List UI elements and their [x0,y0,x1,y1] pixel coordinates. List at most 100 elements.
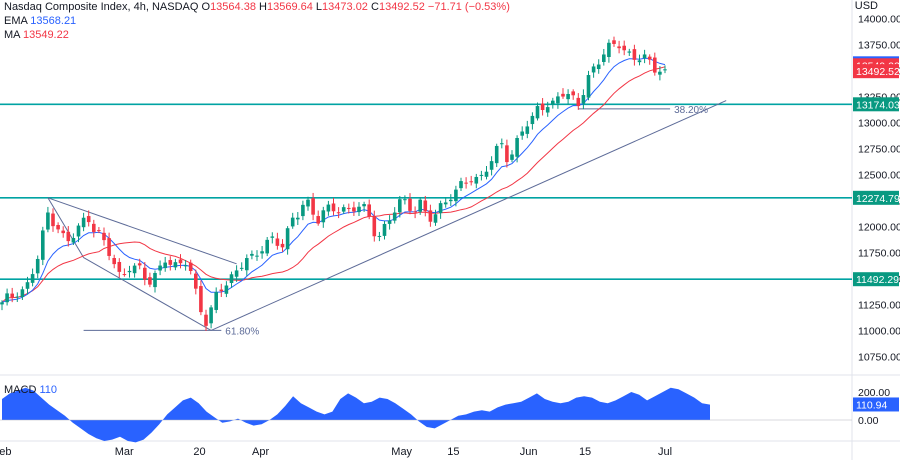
candle-body [275,238,280,246]
price-badge [853,64,899,79]
candle-body [112,258,116,265]
candle-body [51,213,55,227]
candle-body [556,96,560,104]
candle-body [398,199,402,213]
candle-body [311,198,315,215]
candle-body [143,267,147,280]
price-badge-label: 13174.03 [856,99,900,111]
y-tick-label: 11750.00 [858,247,900,259]
candle-body [591,66,596,73]
candle-body [459,181,463,189]
macd-legend: MACD 110 [4,384,57,396]
candle-body [66,231,71,242]
candle-body [250,253,254,256]
candle-body [642,54,647,59]
ma-label: MA [4,29,20,41]
candle-body [551,100,555,105]
candle-body [377,235,382,237]
y-tick-label: 12750.00 [858,143,900,155]
candle-body [183,265,188,267]
close-label: C [371,1,379,13]
x-tick-label: 15 [447,446,459,458]
candle-body [586,75,591,98]
candle-body [10,293,14,298]
price-badge-label: 13492.52 [856,66,900,78]
fibonacci-label: 38.20% [674,105,708,116]
price-badge [853,272,899,287]
macd-label: MACD [4,384,37,396]
y-tick-label: 11250.00 [858,299,900,311]
candle-body [265,239,269,254]
high-label: H [259,1,267,13]
candle-body [530,115,535,125]
y-tick-label: 12000.00 [858,221,900,233]
candle-body [663,69,667,71]
candle-body [535,106,540,119]
ma-line [1,66,666,303]
candle-body [443,202,448,205]
close-value: 13492.52 [378,1,425,13]
candle-body [245,258,249,271]
candle-body [347,207,351,209]
candle-body [647,56,652,60]
candle-body [581,95,586,104]
x-tick-label: Mar [115,446,134,458]
candle-body [566,94,570,100]
macd-badge-label: 110.94 [856,399,887,411]
price-badge [853,190,899,205]
candle-body [35,258,40,274]
low-label: L [315,1,323,13]
candle-body [326,204,331,212]
chart-legend: Nasdaq Composite Index, 4h, NASDAQ O1356… [4,0,510,42]
ascending-trendline [210,100,727,331]
channel-upper-line [47,197,237,265]
candle-body [188,262,193,271]
y-tick-label: 13750.00 [858,39,900,51]
candle-body [637,60,642,63]
candle-body [46,212,50,230]
candle-body [25,282,30,289]
candle-body [602,54,606,62]
ema-line [1,57,666,303]
candle-body [494,145,499,164]
candle-body [97,230,101,232]
open-value: 13564.38 [210,1,256,13]
candle-body [163,262,167,269]
candle-body [107,238,111,256]
candle-body [382,223,387,236]
candle-body [540,103,545,111]
candle-body [658,71,662,75]
candle-body [596,64,601,70]
candle-body [632,49,637,60]
candle-body [392,212,397,221]
candle-body [153,272,157,288]
x-tick-label: Jun [520,446,538,458]
symbol-title: Nasdaq Composite Index, 4h, NASDAQ [4,1,199,13]
candle-body [81,217,86,228]
candle-body [148,277,152,285]
candle-body [484,171,489,177]
candle-body [408,198,412,211]
candle-body [372,216,377,237]
ema-value: 13568.21 [30,15,77,27]
candle-body [612,40,616,44]
ma-value: 13549.22 [22,29,69,41]
candle-body [352,207,356,212]
candle-body [204,314,208,326]
candle-body [438,203,443,214]
candle-body [30,274,35,283]
candle-body [607,42,611,58]
macd-badge [853,397,899,412]
candle-body [56,224,60,230]
candle-body [500,143,504,145]
candle-body [285,228,290,250]
y-tick-label: 10750.00 [858,351,900,363]
candle-body [489,161,494,170]
candle-body [5,293,9,303]
candle-body [413,211,417,213]
x-tick-label: Jul [658,446,672,458]
candle-body [224,285,229,294]
candle-body [479,174,484,176]
candle-body [234,270,239,277]
